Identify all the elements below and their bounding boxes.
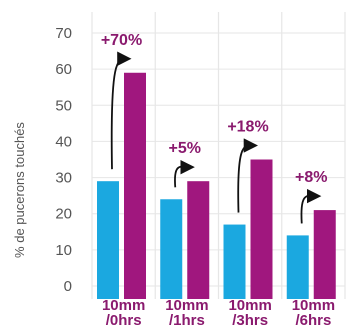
category-label: 10mm/1hrs	[165, 297, 208, 329]
bars	[97, 72, 336, 299]
bar	[286, 235, 309, 299]
y-tick-label: 40	[55, 133, 72, 150]
y-tick-label: 70	[55, 25, 72, 42]
category-label: 10mm/6hrs	[292, 297, 335, 329]
category-label: 10mm/0hrs	[102, 297, 145, 329]
y-tick-label: 50	[55, 97, 72, 114]
bar	[124, 72, 146, 299]
bar	[223, 224, 246, 299]
increase-arrow	[174, 159, 195, 188]
increase-label: +8%	[295, 169, 327, 186]
increase-arrows	[110, 51, 322, 224]
bar	[250, 159, 273, 299]
increase-labels: +70% +5% +18% +8%	[101, 32, 328, 186]
increase-arrow	[300, 188, 322, 224]
y-tick-label: 10	[55, 242, 72, 259]
increase-label: +5%	[169, 140, 201, 157]
bar	[160, 199, 183, 299]
y-axis-ticks: 0 10 20 30 40 50 60 70	[55, 25, 72, 295]
y-tick-label: 60	[55, 61, 72, 78]
y-tick-label: 30	[55, 170, 72, 187]
y-tick-label: 0	[64, 278, 72, 295]
bar	[97, 181, 119, 299]
category-label: 10mm/3hrs	[228, 297, 271, 329]
x-axis-categories: 10mm/0hrs 10mm/1hrs 10mm/3hrs 10mm/6hrs	[102, 297, 335, 329]
y-axis-label: % de pucerons touchés	[12, 122, 27, 258]
bar	[187, 181, 210, 299]
bar	[313, 210, 336, 299]
increase-label: +70%	[101, 32, 142, 49]
increase-arrow	[110, 51, 132, 170]
increase-label: +18%	[227, 119, 268, 136]
increase-arrow	[237, 138, 259, 213]
y-tick-label: 20	[55, 206, 72, 223]
